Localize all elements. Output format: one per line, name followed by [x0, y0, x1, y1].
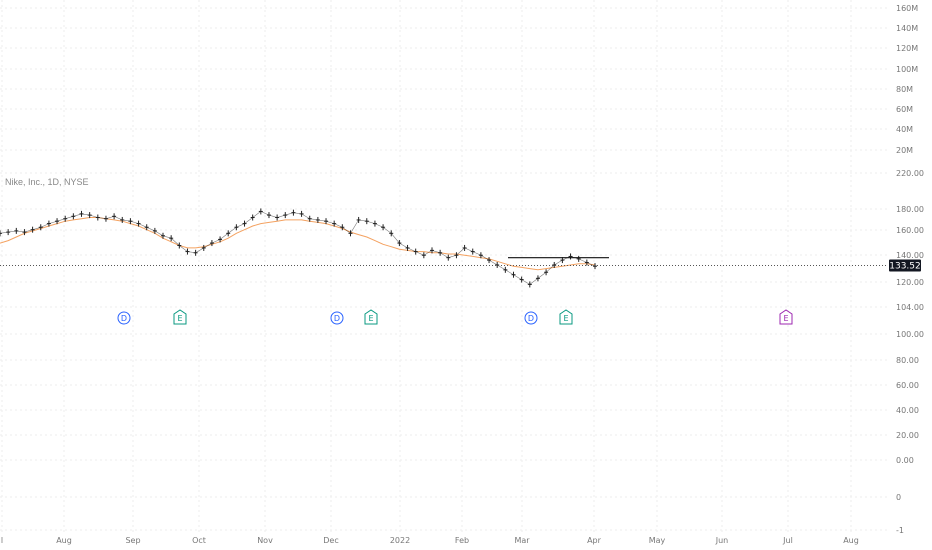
price-axis-label: 104.00 [896, 303, 924, 312]
x-axis-label: Aug [843, 536, 859, 545]
volume-axis-label: 60M [896, 105, 913, 114]
event-marker-label: E [563, 314, 568, 323]
earnings-marker [559, 309, 573, 325]
x-axis-label: Nov [257, 536, 273, 545]
price-axis-label: 80.00 [896, 356, 919, 365]
price-line [0, 211, 596, 285]
volume-axis-label: 160M [896, 4, 918, 13]
price-axis-label: 0 [896, 493, 901, 502]
last-price-value: 133.52 [889, 262, 921, 272]
earnings-future-marker [779, 309, 793, 325]
price-axis-label: 0.00 [896, 456, 914, 465]
x-axis-label: Jul [782, 536, 793, 545]
event-marker-label: E [368, 314, 373, 323]
dividend-marker [524, 311, 538, 325]
earnings-marker [364, 309, 378, 325]
event-marker-label: D [334, 314, 340, 323]
chart-legend: Nike, Inc., 1D, NYSE [5, 177, 89, 187]
volume-axis-label: 80M [896, 85, 913, 94]
x-axis-label: Apr [587, 536, 602, 545]
x-axis-label: l [1, 536, 3, 545]
x-axis-label: Aug [56, 536, 72, 545]
volume-axis-label: 40M [896, 125, 913, 134]
price-axis-label: 100.00 [896, 330, 924, 339]
event-marker-label: D [121, 314, 127, 323]
volume-axis-label: 140M [896, 24, 918, 33]
x-axis-label: 2022 [390, 536, 410, 545]
x-axis-label: Dec [323, 536, 338, 545]
price-axis-label: 160.00 [896, 226, 924, 235]
price-axis-label: 20.00 [896, 431, 919, 440]
x-axis-label: Jun [715, 536, 729, 545]
dividend-marker [117, 311, 131, 325]
dividend-marker [330, 311, 344, 325]
last-price-tag [889, 259, 921, 272]
event-marker-label: E [177, 314, 182, 323]
price-axis-label: 140.00 [896, 251, 924, 260]
price-axis-label: 120.00 [896, 278, 924, 287]
price-axis-label: 60.00 [896, 381, 919, 390]
event-marker-label: E [783, 314, 788, 323]
earnings-marker [173, 309, 187, 325]
x-axis-label: May [649, 536, 666, 545]
price-axis-label: 180.00 [896, 205, 924, 214]
x-axis-label: Mar [514, 536, 530, 545]
moving-average-line [0, 217, 596, 271]
x-axis-label: Feb [455, 536, 469, 545]
volume-axis-label: 220.00 [896, 169, 924, 178]
volume-axis-label: 20M [896, 146, 913, 155]
price-axis-label: -1 [896, 526, 904, 535]
event-marker-label: D [528, 314, 534, 323]
x-axis-label: Oct [192, 536, 206, 545]
volume-axis-label: 120M [896, 44, 918, 53]
x-axis-label: Sep [125, 536, 140, 545]
volume-axis-label: 100M [896, 65, 918, 74]
price-axis-label: 40.00 [896, 406, 919, 415]
